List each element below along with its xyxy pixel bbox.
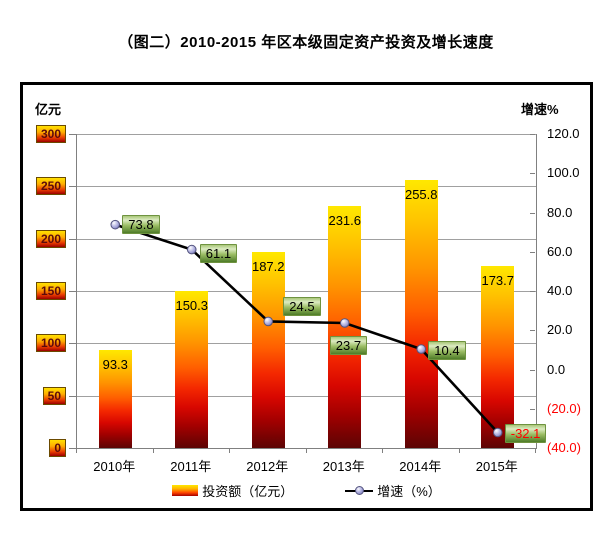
left-axis-tick (69, 448, 76, 449)
x-axis-tick (76, 448, 77, 453)
x-axis-label: 2010年 (93, 459, 136, 474)
bar-2014年 (404, 180, 438, 448)
left-axis-tick (69, 238, 76, 240)
bar-2011年 (175, 290, 209, 448)
left-axis-tick (69, 186, 76, 188)
x-axis-tick (229, 448, 230, 453)
line-marker-icon (186, 244, 197, 255)
right-axis-tick (530, 251, 535, 253)
line-value-label: 61.1 (199, 243, 238, 263)
x-axis-tick (305, 448, 307, 453)
x-axis-tick (458, 448, 460, 453)
right-axis-label: 40.0 (547, 283, 573, 298)
legend-item-line: 增速（%） (345, 481, 441, 500)
gridline (77, 395, 536, 397)
right-axis-tick (530, 330, 535, 332)
x-axis-tick (152, 448, 154, 453)
gridline (77, 186, 536, 188)
right-axis-tick (530, 173, 535, 175)
line-value-label: -32.1 (504, 424, 547, 444)
bar-value-label: 173.7 (481, 273, 515, 289)
gridline (77, 134, 536, 135)
line-series-swatch-icon (345, 485, 374, 496)
plot-area: 93.3 150.3 187.2 231.6 255.8 173.7 73.8 61.1 24.… (76, 134, 547, 449)
right-axis-label: 100.0 (547, 165, 580, 181)
line-marker-icon (339, 318, 350, 328)
right-axis-label: 120.0 (547, 126, 580, 141)
line-value-label: 73.8 (122, 214, 160, 234)
legend-label-line: 增速（%） (377, 484, 441, 499)
bar-value-label: 255.8 (404, 187, 438, 203)
bar-value-label: 187.2 (251, 259, 285, 275)
left-axis-label: 150 (35, 282, 66, 300)
left-axis-label: 50 (42, 386, 66, 405)
growth-line (110, 219, 503, 438)
x-axis-tick (535, 448, 536, 453)
right-axis-tick (530, 291, 535, 292)
left-axis-title: 亿元 (35, 102, 62, 117)
x-axis-tick (382, 448, 383, 453)
line-marker-icon (492, 427, 503, 438)
line-value-label: 23.7 (329, 335, 368, 355)
left-axis-tick (69, 343, 76, 345)
right-axis-tick (530, 212, 535, 214)
right-axis-title: 增速% (521, 102, 559, 117)
bar-2010年 (98, 350, 132, 448)
left-axis-label: 300 (35, 125, 66, 143)
right-axis-label: 80.0 (547, 204, 573, 220)
left-axis-label: 200 (35, 229, 66, 248)
left-axis-label: 100 (35, 334, 66, 353)
gridline (77, 238, 536, 240)
right-axis-label: 0.0 (547, 361, 566, 377)
left-axis-tick (69, 291, 76, 292)
legend: 投资额（亿元） 增速（%） (23, 481, 590, 500)
line-marker-icon (263, 316, 274, 327)
bar-value-label: 231.6 (328, 212, 362, 228)
gridline (77, 291, 536, 292)
right-axis-label: (40.0) (547, 440, 581, 455)
right-axis-tick (530, 448, 535, 449)
bar-2012年 (251, 252, 285, 448)
line-value-label: 10.4 (428, 341, 466, 361)
bar-series-swatch-icon (172, 485, 199, 496)
bar-value-label: 93.3 (102, 357, 128, 373)
left-axis-tick (69, 395, 76, 397)
right-axis-tick (530, 134, 535, 135)
right-axis-tick (530, 369, 535, 371)
right-axis-label: 20.0 (547, 322, 573, 338)
x-axis-label: 2012年 (246, 459, 289, 474)
legend-label-bars: 投资额（亿元） (202, 484, 294, 499)
right-axis-tick (530, 408, 535, 410)
left-axis-label: 0 (49, 439, 66, 457)
gridline (77, 343, 536, 345)
line-value-label: 24.5 (283, 297, 321, 317)
bar-2015年 (481, 266, 515, 448)
chart-title: （图二）2010-2015 年区本级固定资产投资及增长速度 (118, 34, 494, 51)
line-marker-icon (110, 219, 121, 230)
legend-item-bars: 投资额（亿元） (172, 481, 293, 500)
line-marker-icon (416, 344, 427, 354)
right-axis-label: (20.0) (547, 400, 581, 416)
right-axis-label: 60.0 (547, 243, 573, 259)
x-axis-label: 2015年 (475, 459, 518, 474)
bar-value-label: 150.3 (175, 297, 209, 313)
x-axis-label: 2011年 (170, 459, 212, 474)
x-axis-label: 2013年 (322, 459, 365, 474)
line-marker-icon (355, 486, 365, 495)
left-axis-label: 250 (35, 177, 66, 196)
left-axis-tick (69, 134, 76, 135)
x-axis-label: 2014年 (399, 459, 442, 474)
chart-frame: 亿元 增速% 93.3 150.3 187.2 231.6 255.8 173.7 73.8… (20, 82, 593, 511)
